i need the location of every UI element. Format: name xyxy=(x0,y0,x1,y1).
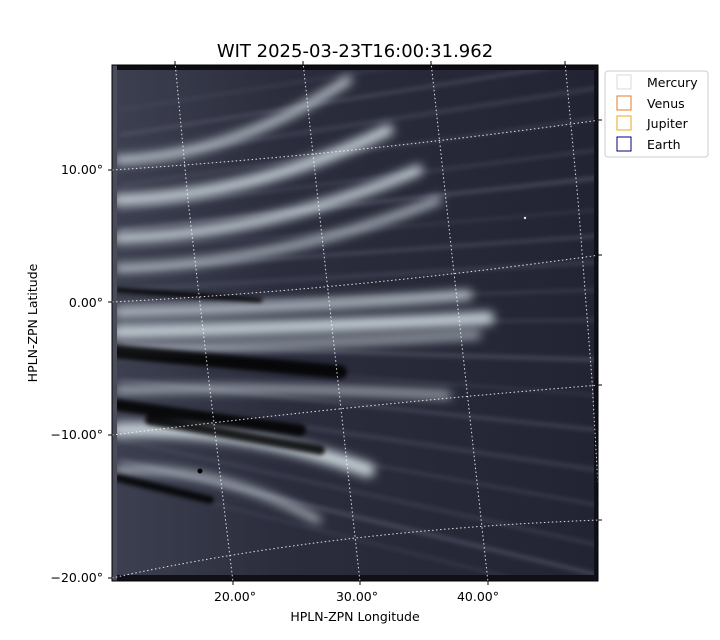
corona-dark-band xyxy=(115,287,263,303)
corona-streak xyxy=(119,438,598,547)
plot-frame xyxy=(111,64,599,582)
legend-marker-venus xyxy=(616,95,632,111)
corona-streamer xyxy=(112,311,495,339)
y-axis-label: HPLN-ZPN Latitude xyxy=(25,263,40,382)
y-tick-label: −10.00° xyxy=(50,427,103,442)
corona-streamer xyxy=(115,466,321,523)
legend: Mercury Venus Jupiter Earth xyxy=(604,70,709,158)
corona-streak xyxy=(119,289,598,306)
corona-streamer xyxy=(114,196,442,272)
corona-streak xyxy=(119,117,598,186)
legend-box xyxy=(604,70,709,158)
legend-label-earth: Earth xyxy=(647,137,681,152)
corona-streak xyxy=(119,260,598,292)
legend-marker-jupiter xyxy=(616,115,632,131)
corona-streamer xyxy=(115,332,481,353)
grid-line xyxy=(430,65,489,581)
corona-streamer xyxy=(115,385,451,398)
corona-streak xyxy=(119,65,576,137)
corona-streamer xyxy=(113,290,473,317)
grid-line xyxy=(112,254,598,303)
corona-streak xyxy=(119,176,598,232)
legend-label-venus: Venus xyxy=(647,96,685,111)
legend-label-jupiter: Jupiter xyxy=(646,116,689,131)
legend-marker-earth xyxy=(616,136,632,152)
y-tick-label: 0.00° xyxy=(69,295,103,310)
corona-dark-band xyxy=(112,345,347,379)
corona-streak xyxy=(119,148,598,212)
legend-marker-mercury xyxy=(616,74,632,90)
coordinate-grid xyxy=(112,65,598,581)
x-tick-label: 40.00° xyxy=(457,589,499,604)
grid-line xyxy=(564,65,598,494)
grid-line xyxy=(174,65,234,581)
corona-dark-band xyxy=(112,399,306,436)
corona-streamer xyxy=(113,165,423,243)
corona-streamer xyxy=(112,124,394,206)
legend-label-mercury: Mercury xyxy=(647,75,698,90)
y-tick-label: −20.00° xyxy=(50,570,103,585)
corona-dark-band xyxy=(145,415,325,455)
coronagraph-image xyxy=(112,65,598,581)
corona-dark-band xyxy=(114,474,214,504)
chart-title: WIT 2025-03-23T16:00:31.962 xyxy=(217,41,493,62)
x-tick-label: 30.00° xyxy=(336,589,378,604)
x-tick-label: 20.00° xyxy=(214,589,256,604)
grid-line xyxy=(302,65,361,581)
corona-streamer xyxy=(114,76,352,164)
x-axis-label: HPLN-ZPN Longitude xyxy=(290,609,420,624)
y-tick-label: 10.00° xyxy=(61,162,103,177)
corona-streak xyxy=(119,65,414,111)
